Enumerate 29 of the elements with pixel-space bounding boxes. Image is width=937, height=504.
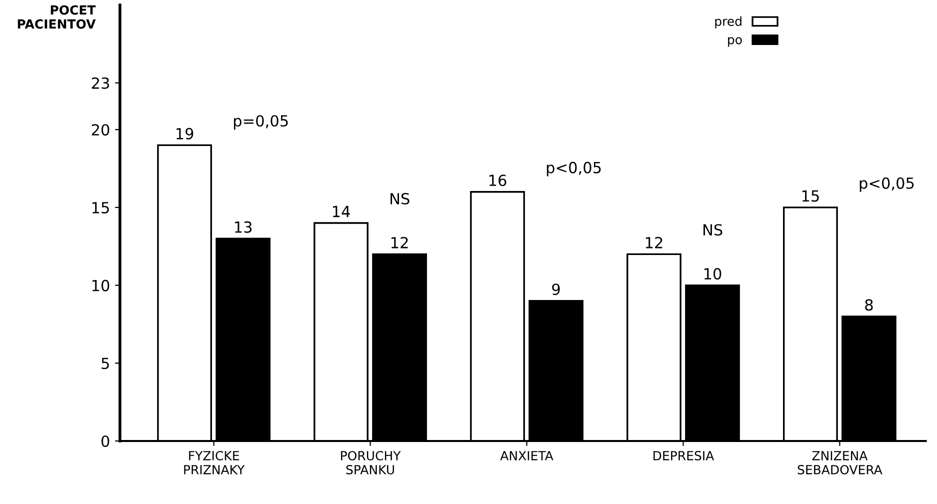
x-tick-label: ANXIETA: [500, 451, 554, 460]
legend-label: po: [728, 37, 742, 47]
data-label: 8: [865, 299, 873, 311]
legend-label: pred: [715, 16, 742, 28]
data-label: 19: [176, 128, 194, 140]
x-tick-label: FYZICKE PRIZNAKY: [184, 450, 245, 474]
data-label: 15: [802, 190, 819, 202]
x-tick-label: ZNIZENA SEBADOVERA: [798, 451, 882, 474]
y-tick-label: 5: [102, 358, 109, 370]
annotation: NS: [704, 224, 722, 236]
y-axis-title: POCET PACIENTOV: [18, 5, 96, 29]
data-label: 12: [646, 236, 662, 248]
data-label: 9: [552, 284, 560, 296]
x-tick-label: DEPRESIA: [654, 450, 714, 460]
data-label: 10: [704, 268, 722, 280]
annotation: p=0,05: [234, 115, 288, 130]
data-label: 12: [392, 236, 408, 248]
y-tick-label: 10: [92, 280, 110, 292]
y-tick-label: 15: [92, 202, 109, 214]
y-tick-label: 0: [102, 435, 110, 448]
x-tick-label: PORUCHY SPANKU: [341, 450, 401, 474]
y-tick-label: 20: [92, 124, 110, 136]
data-label: 13: [235, 221, 252, 233]
annotation: NS: [390, 192, 410, 204]
data-label: 14: [332, 206, 350, 218]
annotation: p<0,05: [860, 177, 914, 192]
data-label: 16: [489, 174, 506, 186]
annotation: p<0,05: [546, 162, 601, 176]
y-tick-label: 23: [92, 77, 109, 89]
